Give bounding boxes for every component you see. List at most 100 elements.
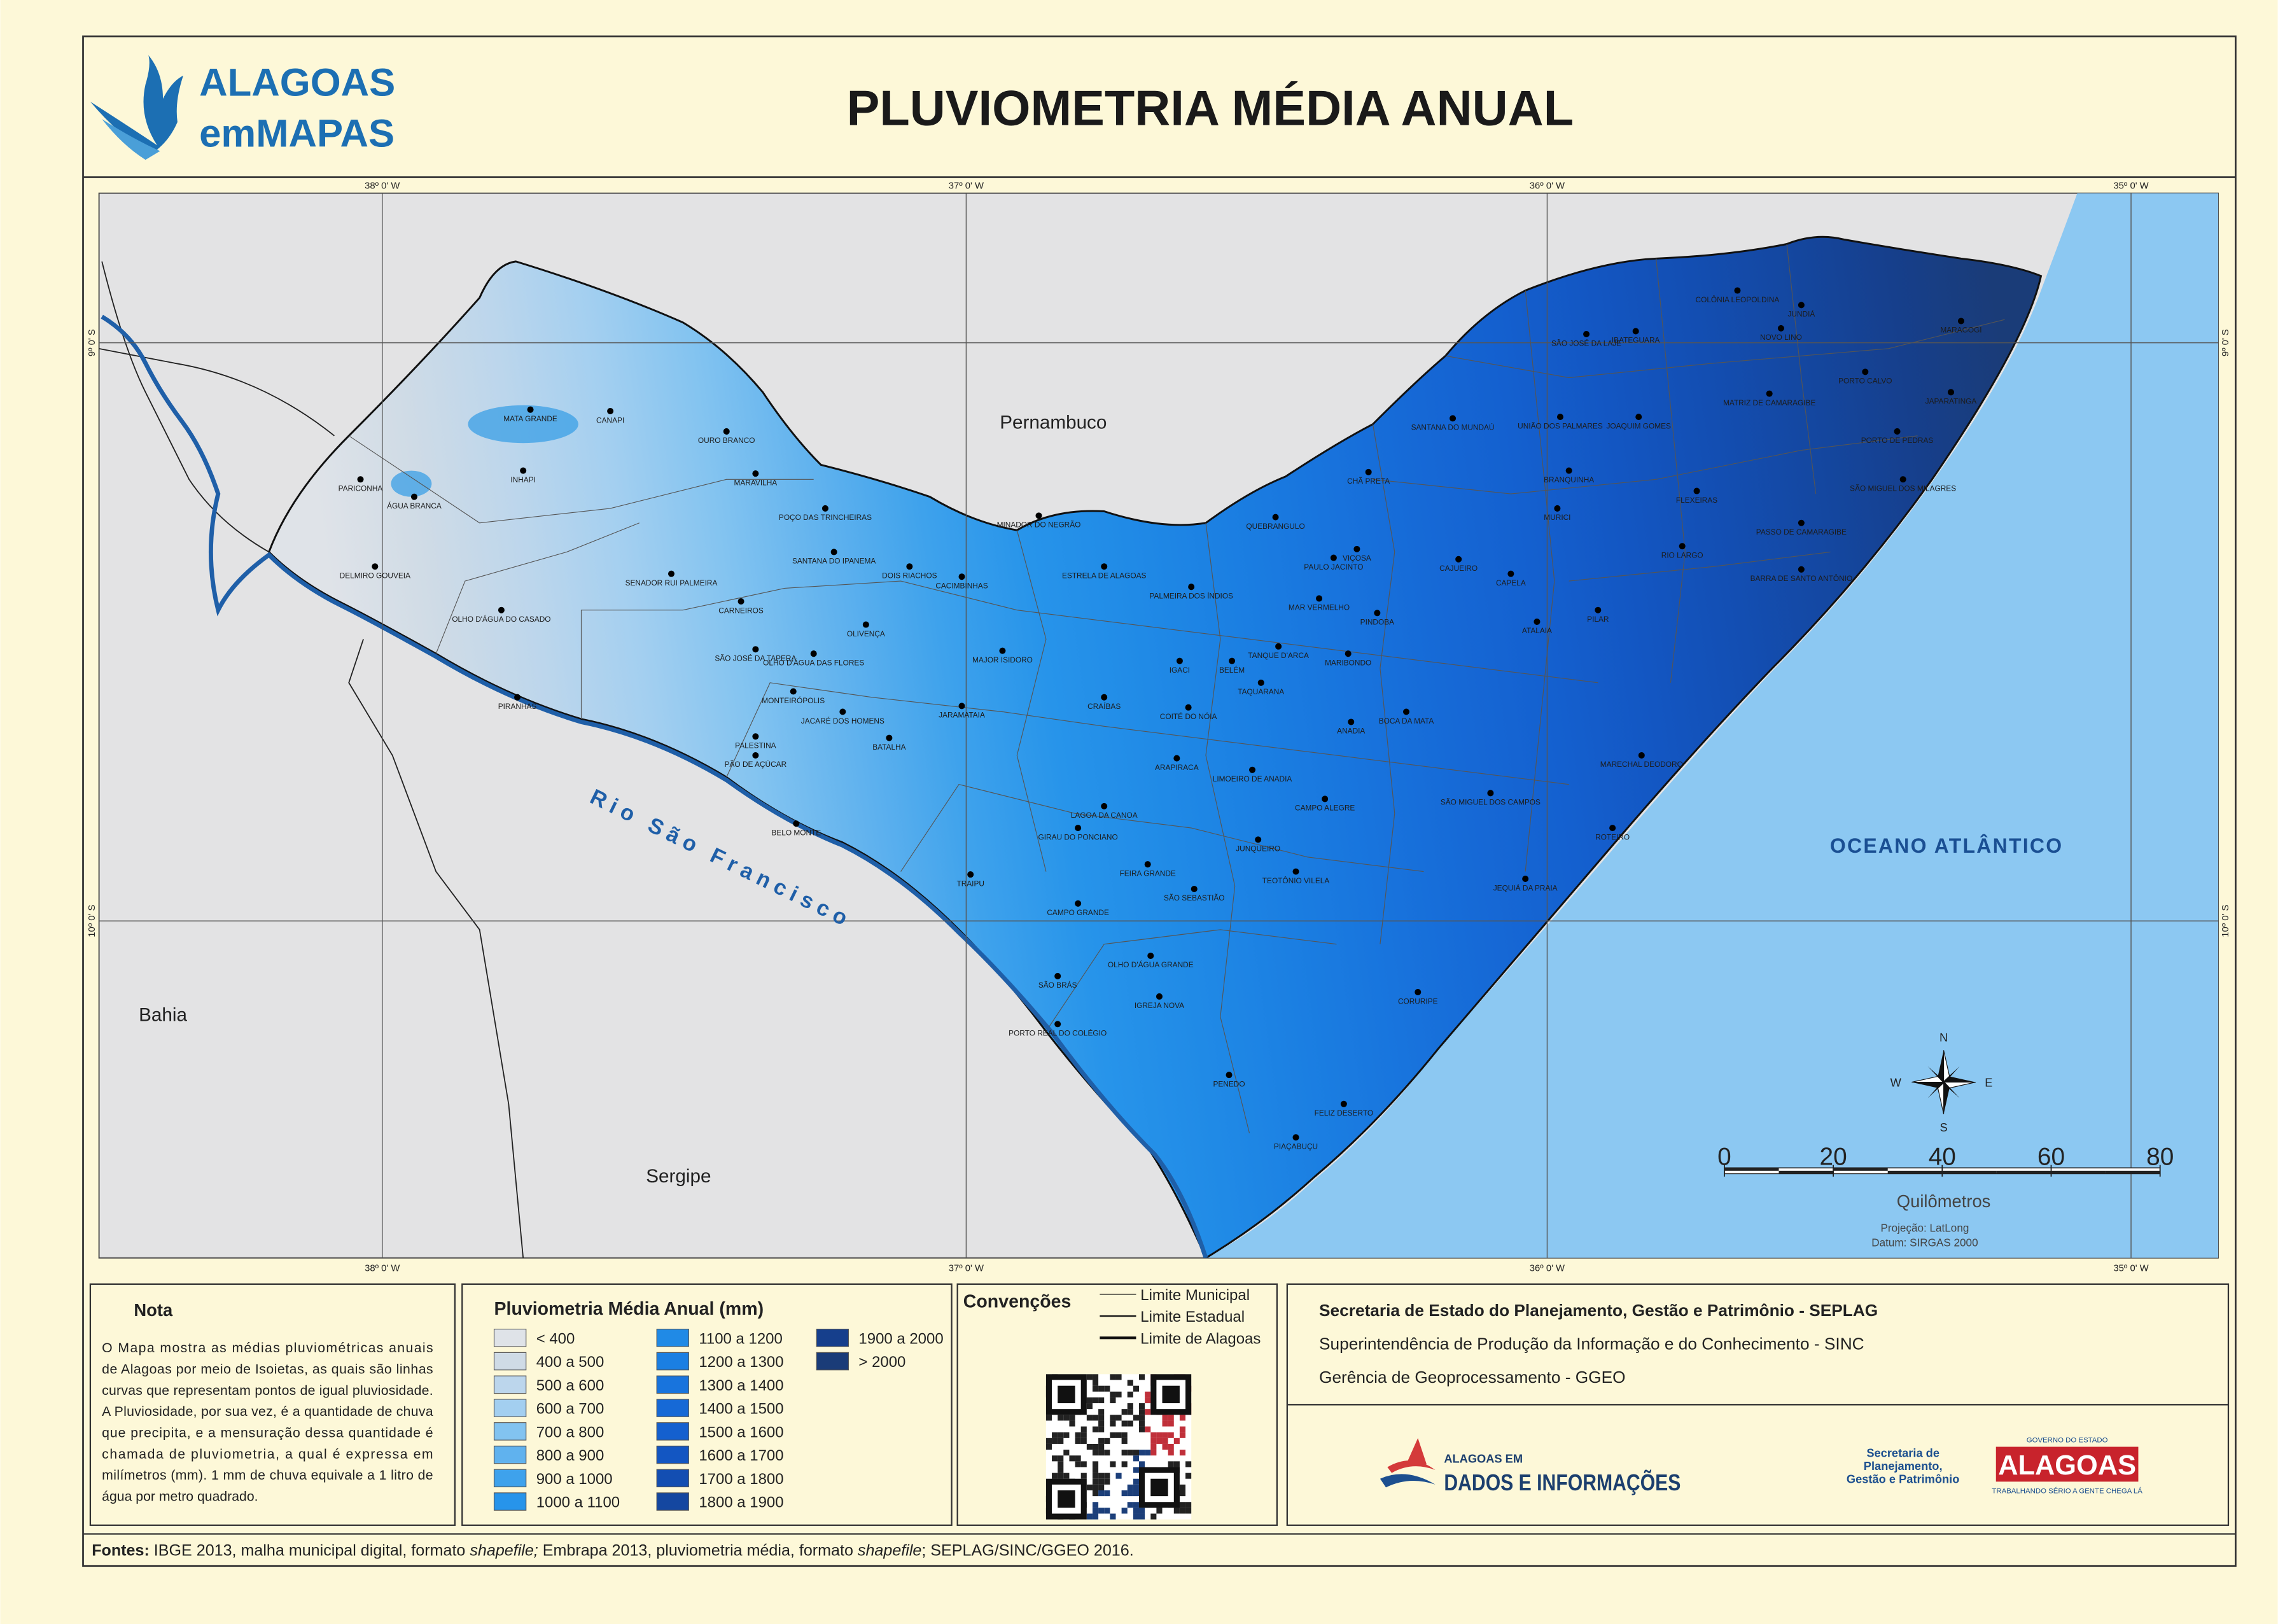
lon-label: 35º 0' W (2113, 1263, 2148, 1273)
qr-cell (1086, 1513, 1093, 1520)
qr-cell (1086, 1403, 1093, 1410)
qr-cell (1145, 1391, 1151, 1397)
lat-label: 9º 0' S (2221, 329, 2231, 356)
municipality-label: PAULO JACINTO (1304, 563, 1363, 571)
legend-swatch (493, 1492, 527, 1511)
qr-cell (1115, 1415, 1122, 1421)
qr-cell (1139, 1403, 1145, 1410)
qr-cell (1110, 1415, 1116, 1421)
municipality-label: JARAMATAIA (939, 711, 985, 720)
municipality-label: CARNEIROS (718, 606, 764, 615)
municipality-seat (1798, 566, 1805, 573)
legend-swatch (493, 1469, 527, 1488)
municipality-seat (1415, 989, 1422, 996)
qr-cell (1133, 1467, 1139, 1473)
qr-cell (1121, 1438, 1128, 1444)
municipality-label: BARRA DE SANTO ANTÔNIO (1750, 573, 1853, 583)
legend-label: 1900 a 2000 (858, 1330, 943, 1347)
qr-cell (1098, 1415, 1105, 1421)
sources-label: Fontes: (92, 1542, 150, 1560)
qr-cell (1168, 1420, 1174, 1427)
qr-cell (1069, 1420, 1075, 1427)
qr-cell (1127, 1484, 1133, 1490)
municipality-seat (372, 563, 379, 570)
qr-cell (1168, 1443, 1174, 1450)
qr-cell (1098, 1397, 1105, 1404)
qr-cell (1075, 1432, 1081, 1438)
qr-cell (1110, 1397, 1116, 1404)
municipality-label: PASSO DE CAMARAGIBE (1756, 528, 1847, 536)
legend-label: > 2000 (858, 1354, 905, 1371)
municipality-seat (1226, 1072, 1233, 1079)
municipality-label: SÃO JOSÉ DA TAPERA (715, 654, 796, 663)
river (101, 314, 1208, 1258)
qr-cell (1080, 1461, 1087, 1467)
municipality-label: MAJOR ISIDORO (972, 655, 1033, 664)
municipality-seat (1862, 368, 1869, 375)
municipality-label: PILAR (1587, 615, 1609, 624)
legend-label: 1000 a 1100 (536, 1494, 620, 1511)
qr-cell (1098, 1508, 1105, 1514)
logo-text: Secretaria de (1866, 1446, 1939, 1459)
scale-label: 20 (1820, 1144, 1847, 1171)
note-line: milímetros (mm). 1 mm de chuva equivale … (102, 1468, 433, 1483)
convention-label: Limite de Alagoas (1140, 1330, 1261, 1347)
municipality-label: ANADIA (1337, 727, 1365, 736)
qr-cell (1092, 1426, 1099, 1432)
municipality-seat (1609, 825, 1616, 832)
legend-label: 800 a 900 (536, 1447, 604, 1464)
lon-label: 38º 0' W (365, 181, 400, 192)
rain-highlights (391, 405, 578, 497)
municipality-seat (1693, 487, 1700, 494)
municipality-seat (1035, 512, 1042, 519)
municipality-label: MURICI (1544, 513, 1570, 522)
municipality-seat (752, 470, 759, 477)
qr-cell (1127, 1502, 1133, 1508)
legend-label: 1100 a 1200 (699, 1330, 782, 1347)
qr-cell (1104, 1478, 1110, 1485)
municipality-label: MARECHAL DEODORO (1600, 760, 1683, 769)
qr-cell (1127, 1380, 1133, 1386)
municipality-seat (1554, 505, 1561, 512)
qr-cell (1179, 1502, 1186, 1508)
qr-cell (1139, 1420, 1145, 1427)
qr-cell (1150, 1513, 1157, 1520)
legend-swatch (656, 1492, 689, 1511)
qr-cell (1156, 1508, 1163, 1514)
legend-label: 500 a 600 (536, 1377, 604, 1394)
qr-cell (1168, 1461, 1174, 1467)
municipality-seat (1777, 325, 1784, 332)
qr-cell (1058, 1455, 1064, 1462)
qr-cell (1179, 1450, 1186, 1456)
qr-cell (1086, 1443, 1093, 1450)
qr-cell (1139, 1426, 1145, 1432)
legend-label: 1600 a 1700 (699, 1447, 783, 1464)
legend-swatch (656, 1375, 689, 1394)
qr-cell (1045, 1438, 1052, 1444)
qr-cell (1162, 1432, 1168, 1438)
qr-cell (1133, 1478, 1139, 1485)
qr-cell (1145, 1426, 1151, 1432)
scale-unit: Quilômetros (1897, 1191, 1991, 1211)
qr-cell (1127, 1450, 1133, 1456)
municipality-label: FEIRA GRANDE (1120, 869, 1176, 878)
qr-cell (1086, 1397, 1093, 1404)
municipality-label: MAR VERMELHO (1289, 603, 1350, 612)
legend-label: 1200 a 1300 (699, 1354, 783, 1371)
note-title: Nota (134, 1300, 173, 1320)
scale-label: 40 (1929, 1144, 1956, 1171)
legend: < 400 400 a 500 500 a 600 600 a 700 700 a 80… (493, 1329, 944, 1511)
qr-cell (1179, 1426, 1186, 1432)
qr-cell (1121, 1432, 1128, 1438)
municipality-seat (1638, 752, 1645, 759)
qr-cell (1080, 1473, 1087, 1479)
legend-title: Pluviometria Média Anual (mm) (494, 1299, 764, 1319)
municipality-seat (1322, 795, 1329, 802)
qr-cell (1133, 1385, 1139, 1392)
ocean-label: OCEANO ATLÂNTICO (1830, 834, 2064, 857)
municipality-label: SÃO SEBASTIÃO (1164, 893, 1225, 902)
sources-part: shapefile (858, 1542, 921, 1560)
legend-swatch (656, 1329, 689, 1347)
qr-cell (1168, 1450, 1174, 1456)
municipality-label: SÃO JOSÉ DA LAJE (1551, 338, 1621, 347)
